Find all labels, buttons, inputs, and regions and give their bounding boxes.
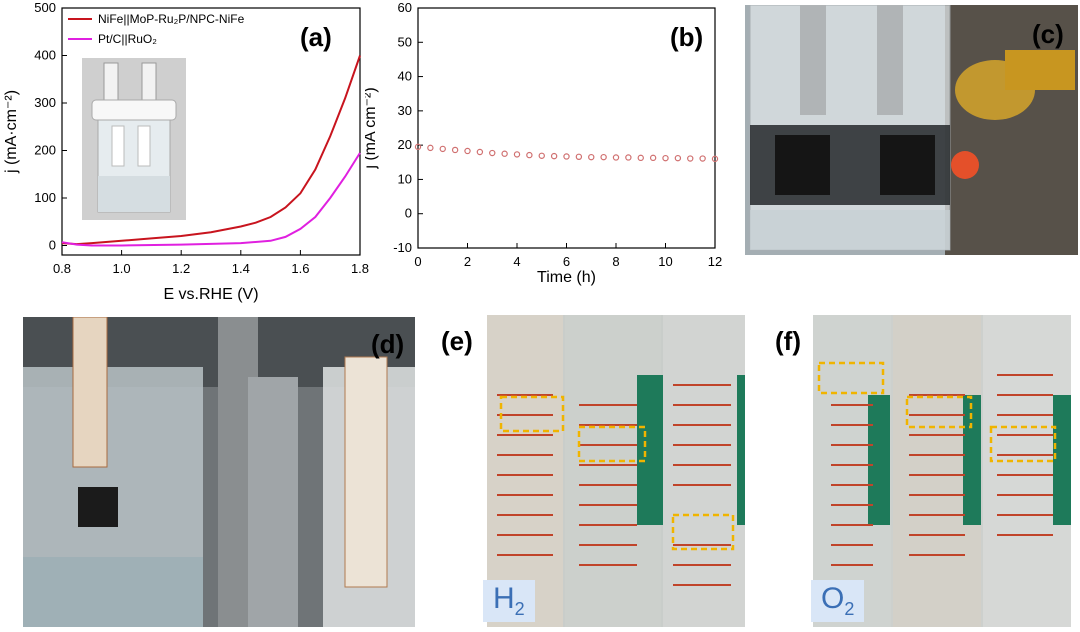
y-tick-label: 50	[398, 34, 412, 49]
data-point	[550, 152, 558, 160]
y-tick-label: 30	[398, 103, 412, 118]
y-tick-label: 40	[398, 69, 412, 84]
data-point	[637, 154, 644, 162]
x-tick-label: 2	[464, 254, 471, 269]
y-axis-label: j (mA·cm⁻²)	[3, 90, 20, 174]
data-point	[588, 153, 595, 161]
x-tick-label: 1.8	[351, 261, 369, 276]
data-point	[674, 154, 682, 162]
x-tick-label: 1.2	[172, 261, 190, 276]
y-tick-label: 400	[34, 48, 56, 63]
data-point	[563, 153, 570, 160]
data-point	[526, 151, 533, 159]
inset-electrolyzer-photo	[82, 58, 186, 220]
photo-h2-burettes	[487, 315, 745, 627]
x-tick-label: 0.8	[53, 261, 71, 276]
data-point	[662, 154, 669, 162]
x-tick-label: 12	[708, 254, 722, 269]
series-line-2	[61, 152, 361, 247]
legend-label-1: NiFe||MoP-Ru₂P/NPC-NiFe	[98, 12, 245, 26]
photo-electrolyzer-setup: (c)	[745, 5, 1078, 255]
panel-label-a: (a)	[300, 22, 332, 52]
x-tick-label: 1.0	[113, 261, 131, 276]
y-tick-label: 20	[398, 137, 412, 152]
x-axis-label: E vs.RHE (V)	[163, 286, 258, 303]
chart-a: 0.8 1.0 1.2 1.4 1.6 1.8 0 100 200 300 400 500 E vs.R…	[3, 0, 369, 303]
legend-label-2: Pt/C||RuO₂	[98, 32, 157, 46]
data-point	[625, 154, 632, 161]
panel-label-d: (d)	[371, 329, 404, 359]
y-axis-label: j (mA cm⁻²)	[365, 87, 379, 169]
photo-gas-collection-d: (d)	[23, 317, 415, 627]
y-tick-label: 300	[34, 95, 56, 110]
panel-label-b: (b)	[670, 22, 703, 52]
y-tick-label: 100	[34, 190, 56, 205]
y-tick-label: 0	[405, 206, 412, 221]
series-line-1	[61, 55, 361, 246]
data-point	[489, 149, 496, 157]
x-tick-label: 4	[513, 254, 520, 269]
x-tick-label: 0	[414, 254, 421, 269]
data-point	[513, 151, 521, 158]
data-point	[501, 150, 508, 157]
y-tick-label: 200	[34, 143, 56, 158]
data-point	[427, 144, 434, 152]
y-tick-label: 10	[398, 171, 412, 186]
data-point	[464, 147, 471, 155]
data-point	[414, 143, 422, 151]
x-tick-label: 6	[563, 254, 570, 269]
panel-label-c: (c)	[1032, 19, 1064, 49]
y-tick-label: 60	[398, 0, 412, 15]
x-axis-label: Time (h)	[537, 269, 596, 286]
data-point	[538, 152, 545, 159]
data-point	[575, 153, 583, 160]
x-tick-label: 8	[612, 254, 619, 269]
x-tick-label: 1.4	[232, 261, 250, 276]
plot-frame	[61, 7, 361, 256]
x-tick-label: 10	[658, 254, 672, 269]
data-point	[687, 155, 694, 162]
y-tick-label: -10	[393, 240, 412, 255]
data-point	[711, 155, 719, 163]
panel-label-e: (e)	[441, 326, 473, 356]
y-tick-label: 500	[34, 0, 56, 15]
data-point	[699, 155, 706, 162]
panel-label-f: (f)	[775, 326, 801, 356]
photo-o2-burettes	[813, 315, 1071, 627]
y-tick-label: 0	[49, 238, 56, 253]
data-point	[476, 148, 484, 156]
data-point	[439, 145, 446, 153]
data-point	[649, 154, 657, 162]
data-point	[612, 154, 620, 161]
gas-label-o2: O2	[811, 580, 865, 622]
data-point	[451, 146, 459, 154]
data-point	[600, 153, 607, 161]
x-tick-label: 1.6	[291, 261, 309, 276]
gas-label-h2: H2	[483, 580, 535, 622]
